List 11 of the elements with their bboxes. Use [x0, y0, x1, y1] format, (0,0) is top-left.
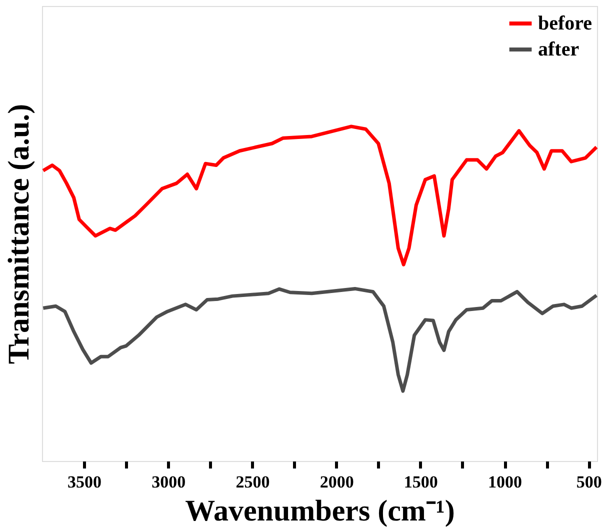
y-axis-title: Transmittance (a.u.): [2, 104, 36, 364]
x-tick-label: 3500: [68, 472, 102, 492]
x-axis-title: Wavenumbers (cm⁻¹): [185, 494, 455, 528]
x-tick-label: 1500: [404, 472, 438, 492]
x-tick-label: 1000: [488, 472, 522, 492]
legend-label: before: [538, 12, 592, 34]
x-tick-label: 3000: [152, 472, 186, 492]
x-tick-label: 500: [576, 472, 602, 492]
legend-label: after: [538, 38, 580, 60]
x-tick-label: 2500: [236, 472, 270, 492]
x-tick-label: 2000: [320, 472, 354, 492]
